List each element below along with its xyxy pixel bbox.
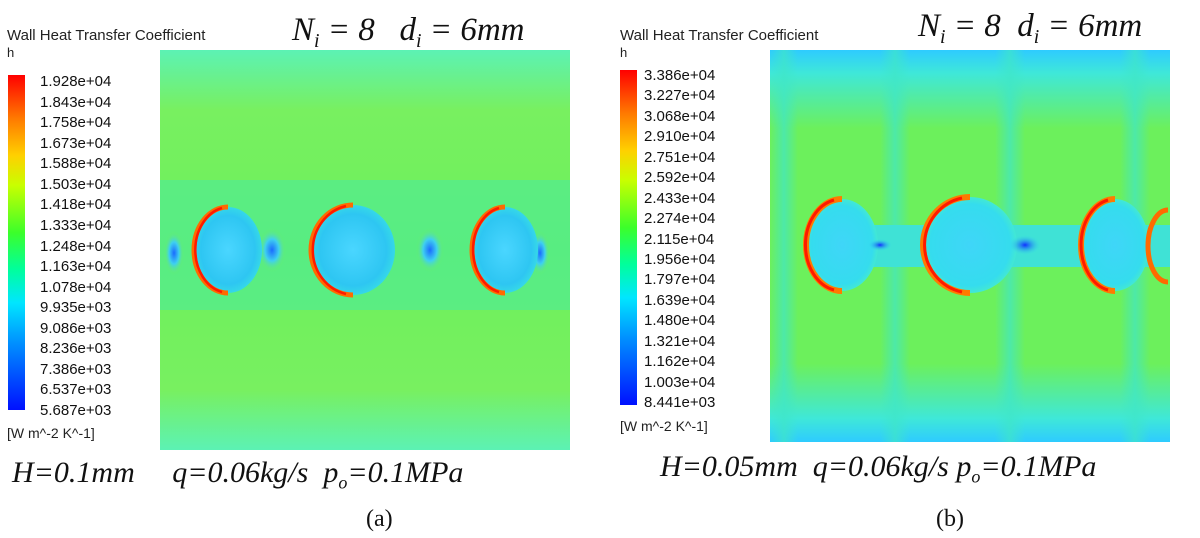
pressure-value: =0.1MPa xyxy=(980,450,1097,483)
colorbar-tick-label: 1.797e+04 xyxy=(644,271,716,289)
jet-hole xyxy=(194,207,262,293)
colorbar-tick-label: 2.592e+04 xyxy=(644,169,716,187)
colorbar-tick-label: 2.274e+04 xyxy=(644,210,716,228)
p-subscript: o xyxy=(971,466,981,487)
panel-a: Wall Heat Transfer Coefficient h 1.928e+… xyxy=(7,14,570,532)
colorbar-tick-label: 1.956e+04 xyxy=(644,250,716,268)
colorbar-tick-label: 1.078e+04 xyxy=(40,278,112,296)
d-value: = 6mm xyxy=(421,12,525,48)
colorbar-tick-label: 3.386e+04 xyxy=(644,67,716,84)
jet-hole xyxy=(923,197,1017,293)
colorbar-tick-label: 1.003e+04 xyxy=(644,373,716,391)
header-formula: Ni = 8 di = 6mm xyxy=(918,10,1142,48)
colorbar-tick-label: 1.503e+04 xyxy=(40,175,112,193)
footer-formula: H=0.1mm q=0.06kg/s po=0.1MPa xyxy=(12,456,464,493)
colorbar-tick-label: 7.386e+03 xyxy=(40,360,112,378)
d-symbol: d xyxy=(1017,8,1034,44)
colorbar-title: Wall Heat Transfer Coefficient xyxy=(620,27,819,44)
colorbar-tick-label: 5.687e+03 xyxy=(40,402,112,419)
d-value: = 6mm xyxy=(1039,8,1143,44)
colorbar-title: Wall Heat Transfer Coefficient xyxy=(7,27,206,44)
gap-spot xyxy=(258,228,286,272)
colorbar-tick-label: 9.935e+03 xyxy=(40,299,112,317)
colorbar-tick-label: 8.236e+03 xyxy=(40,340,112,358)
pressure-value: =0.1MPa xyxy=(347,456,464,489)
colorbar-tick-label: 1.480e+04 xyxy=(644,312,716,330)
low-spot xyxy=(1009,235,1041,255)
low-spot xyxy=(868,239,892,251)
colorbar-tick-label: 8.441e+03 xyxy=(644,394,716,411)
colorbar-tick-label: 1.673e+04 xyxy=(40,134,112,152)
n-symbol: N xyxy=(918,8,941,44)
n-value: = 8 xyxy=(945,8,1001,44)
colorbar-tick-label: 1.163e+04 xyxy=(40,258,112,276)
colorbar-tick-label: 2.115e+04 xyxy=(644,230,715,248)
colorbar-tick-label: 1.248e+04 xyxy=(40,237,112,255)
n-subscript: i xyxy=(940,25,946,48)
flow-rate-value: q=0.06kg/s xyxy=(172,456,309,489)
colorbar-tick-label: 9.086e+03 xyxy=(40,319,112,337)
colorbar-tick-label: 2.433e+04 xyxy=(644,189,716,207)
d-symbol: d xyxy=(399,12,417,48)
colorbar-tick-label: 1.588e+04 xyxy=(40,155,112,173)
colorbar-variable: h xyxy=(620,45,628,60)
caption: (a) xyxy=(366,506,393,532)
colorbar-tick-label: 1.758e+04 xyxy=(40,114,112,132)
colorbar-tick-label: 1.928e+04 xyxy=(40,73,112,90)
colorbar-tick-label: 2.751e+04 xyxy=(644,148,716,166)
colorbar xyxy=(8,75,25,410)
units-label: [W m^-2 K^-1] xyxy=(620,418,708,434)
colorbar-tick-label: 3.068e+04 xyxy=(644,107,716,125)
colorbar-tick-label: 6.537e+03 xyxy=(40,381,112,399)
d-subscript: i xyxy=(1033,25,1040,48)
colorbar xyxy=(620,70,637,405)
h-gap-value: H=0.1mm xyxy=(12,456,135,489)
n-symbol: N xyxy=(292,12,315,48)
jet-hole xyxy=(472,207,538,293)
footer-formula: H=0.05mm q=0.06kg/s po=0.1MPa xyxy=(660,450,1097,487)
colorbar-tick-label: 2.910e+04 xyxy=(644,128,716,146)
jet-hole xyxy=(311,205,395,295)
units-label: [W m^-2 K^-1] xyxy=(7,425,95,441)
colorbar-tick-label: 1.843e+04 xyxy=(40,93,112,111)
caption: (b) xyxy=(936,506,964,532)
colorbar-tick-label: 1.162e+04 xyxy=(644,353,716,371)
colorbar-tick-label: 1.333e+04 xyxy=(40,216,112,234)
colorbar-tick-label: 1.321e+04 xyxy=(644,332,716,350)
gap-spot xyxy=(164,231,184,275)
colorbar-variable: h xyxy=(7,45,15,60)
n-subscript: i xyxy=(314,29,320,52)
contour-plot xyxy=(770,50,1170,442)
panel-b: Wall Heat Transfer Coefficient h 3.386e+… xyxy=(600,0,1200,538)
p-symbol: p xyxy=(323,456,339,489)
flow-rate-value: q=0.06kg/s xyxy=(812,450,949,483)
p-subscript: o xyxy=(338,472,348,493)
p-symbol: p xyxy=(956,450,972,483)
colorbar-tick-label: 1.639e+04 xyxy=(644,291,716,309)
header-formula: Ni = 8 di = 6mm xyxy=(292,14,524,52)
contour-plot xyxy=(160,50,570,450)
jet-hole xyxy=(1081,199,1149,291)
d-subscript: i xyxy=(416,29,422,52)
colorbar-tick-label: 3.227e+04 xyxy=(644,87,716,105)
n-value: = 8 xyxy=(319,12,375,48)
h-gap-value: H=0.05mm xyxy=(660,450,798,483)
colorbar-tick-label: 1.418e+04 xyxy=(40,196,112,214)
jet-hole xyxy=(806,199,878,291)
gap-spot xyxy=(416,228,444,272)
